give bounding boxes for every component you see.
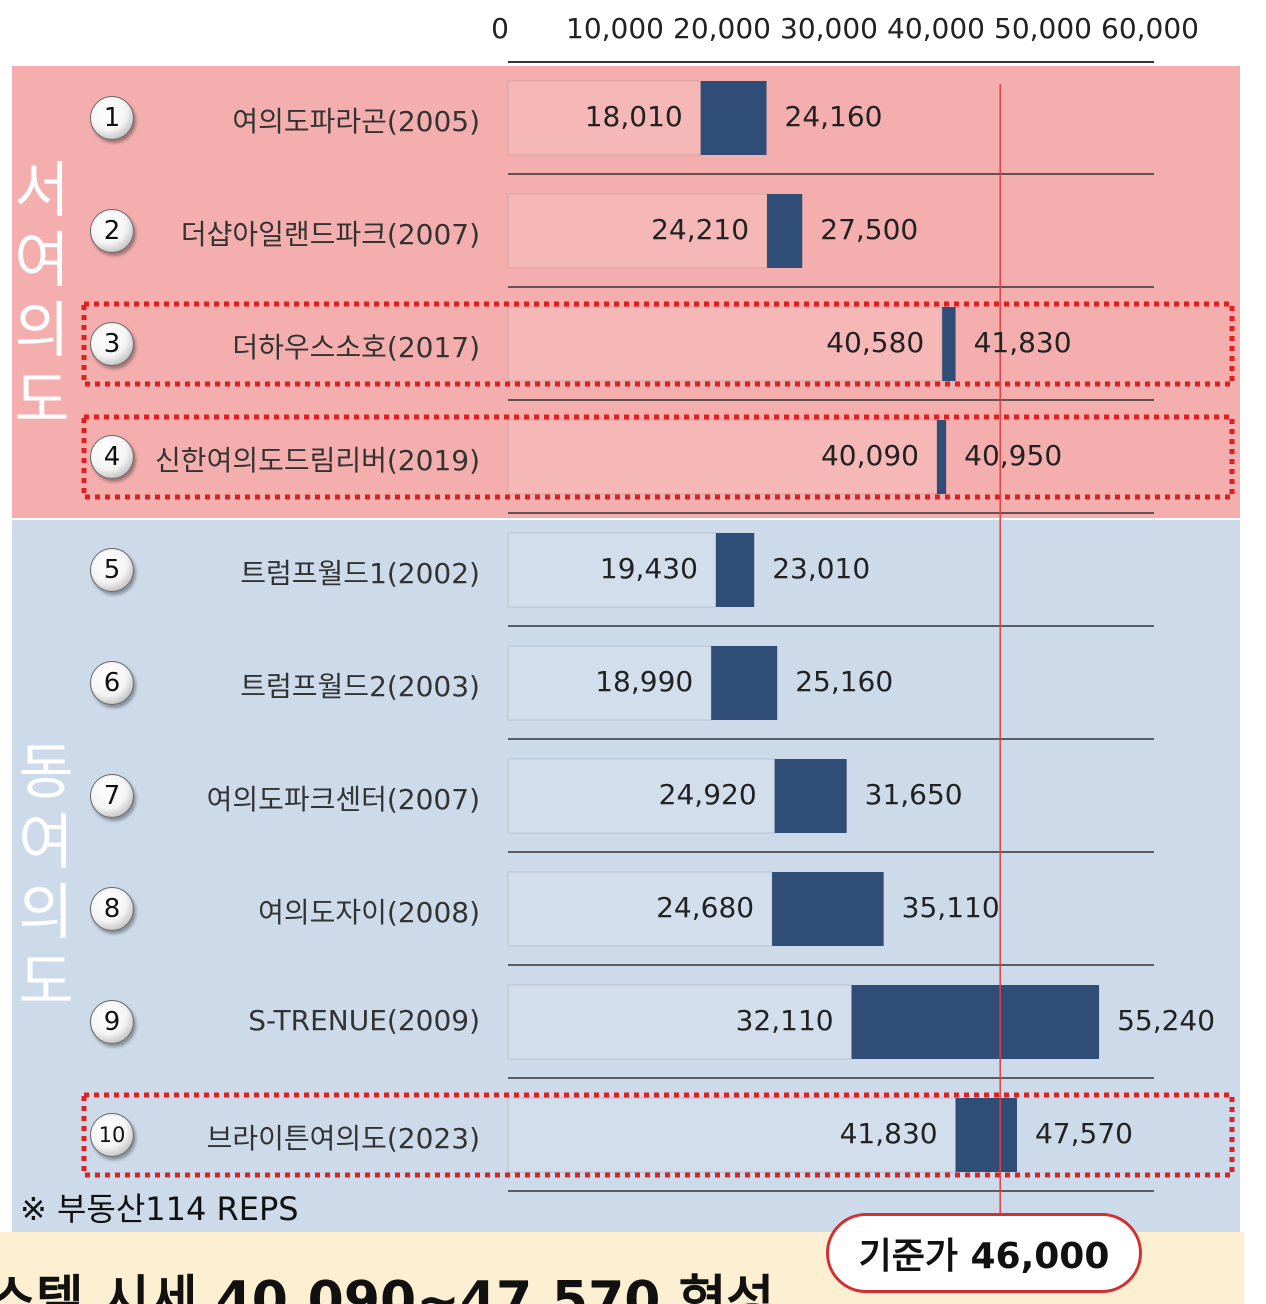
high-value-label: 35,110 xyxy=(901,891,1000,924)
low-value-label: 19,430 xyxy=(599,552,698,585)
east-yeouido-region xyxy=(12,520,1240,1232)
high-value-label: 41,830 xyxy=(973,326,1072,359)
low-value-label: 32,110 xyxy=(735,1004,834,1037)
row-marker: 9 xyxy=(90,1000,134,1044)
reference-line-label: 기준가 46,000 xyxy=(826,1213,1142,1293)
west-yeouido-region xyxy=(12,66,1240,518)
range-bar xyxy=(711,646,778,720)
high-value-label: 47,570 xyxy=(1034,1117,1133,1150)
headline-text: 스텔 시세 40,090~47,570 형성 xyxy=(0,1271,775,1304)
category-label: 트럼프월드2(2003) xyxy=(240,670,480,703)
row-marker: 5 xyxy=(90,548,134,592)
category-label: 여의도자이(2008) xyxy=(258,896,480,929)
row-band xyxy=(507,193,768,269)
low-value-label: 40,580 xyxy=(826,326,925,359)
row-band xyxy=(507,645,712,721)
category-label: 여의도파크센터(2007) xyxy=(206,783,480,816)
row-marker: 1 xyxy=(90,96,134,140)
range-bar xyxy=(955,1098,1017,1172)
low-value-label: 24,680 xyxy=(656,891,755,924)
x-tick-label: 20,000 xyxy=(673,12,771,45)
row-band xyxy=(507,871,773,947)
x-tick-label: 0 xyxy=(491,12,509,45)
row-band xyxy=(507,984,853,1060)
row-band xyxy=(507,532,717,608)
category-label: S-TRENUE(2009) xyxy=(248,1004,480,1037)
x-tick-label: 40,000 xyxy=(887,12,985,45)
x-tick-label: 30,000 xyxy=(780,12,878,45)
highlight-box xyxy=(81,301,1235,387)
row-marker: 3 xyxy=(90,322,134,366)
group-label-west: 서여의도 xyxy=(14,156,70,436)
low-value-label: 41,830 xyxy=(839,1117,938,1150)
range-bar xyxy=(767,194,803,268)
high-value-label: 55,240 xyxy=(1117,1004,1216,1037)
x-tick-label: 50,000 xyxy=(994,12,1092,45)
highlight-box xyxy=(81,414,1235,500)
row-marker: 6 xyxy=(90,661,134,705)
row-band xyxy=(507,419,938,495)
low-value-label: 18,010 xyxy=(584,100,683,133)
high-value-label: 31,650 xyxy=(864,778,963,811)
row-band xyxy=(507,758,776,834)
row-marker: 8 xyxy=(90,887,134,931)
row-band xyxy=(507,80,702,156)
category-label: 브라이튼여의도(2023) xyxy=(206,1122,480,1155)
source-note: ※ 부동산114 REPS xyxy=(20,1190,299,1228)
range-bar xyxy=(700,81,767,155)
category-label: 트럼프월드1(2002) xyxy=(240,557,480,590)
range-bar xyxy=(715,533,755,607)
row-marker: 7 xyxy=(90,774,134,818)
row-marker: 4 xyxy=(90,435,134,479)
category-label: 더하우스소호(2017) xyxy=(232,331,480,364)
row-marker: 10 xyxy=(90,1113,134,1157)
low-value-label: 18,990 xyxy=(595,665,694,698)
high-value-label: 23,010 xyxy=(772,552,871,585)
low-value-label: 24,920 xyxy=(658,778,757,811)
range-bar xyxy=(942,307,956,381)
high-value-label: 40,950 xyxy=(964,439,1063,472)
range-bar xyxy=(851,985,1100,1059)
highlight-box xyxy=(81,1092,1235,1178)
high-value-label: 25,160 xyxy=(795,665,894,698)
row-band xyxy=(507,306,943,382)
range-bar xyxy=(774,759,847,833)
category-label: 여의도파라곤(2005) xyxy=(232,105,480,138)
category-label: 더샵아일랜드파크(2007) xyxy=(180,218,480,251)
low-value-label: 24,210 xyxy=(651,213,750,246)
range-bar xyxy=(936,420,947,494)
low-value-label: 40,090 xyxy=(820,439,919,472)
x-tick-label: 10,000 xyxy=(566,12,664,45)
category-label: 신한여의도드림리버(2019) xyxy=(155,444,480,477)
x-tick-label: 60,000 xyxy=(1101,12,1199,45)
row-marker: 2 xyxy=(90,209,134,253)
row-band xyxy=(507,1097,957,1173)
group-label-east: 동여의도 xyxy=(18,738,74,1018)
high-value-label: 27,500 xyxy=(820,213,919,246)
range-bar xyxy=(772,872,884,946)
high-value-label: 24,160 xyxy=(784,100,883,133)
